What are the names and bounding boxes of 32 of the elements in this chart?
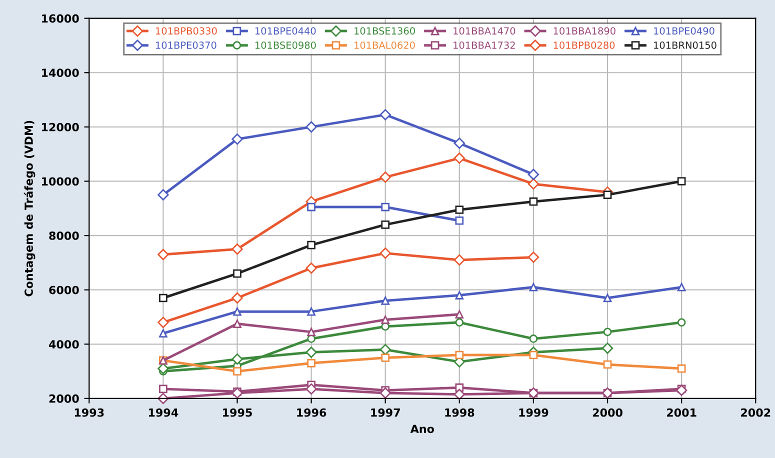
legend-label: 101BPE0370 — [156, 42, 216, 49]
y-tick-label: 14000 — [42, 68, 79, 78]
y-axis-title: Contagem de Tráfego (VDM) — [24, 120, 36, 296]
x-tick-label: 1994 — [148, 408, 178, 417]
y-tick-label: 16000 — [42, 14, 79, 23]
x-tick-label: 2000 — [592, 408, 622, 417]
x-axis-title: Ano — [410, 424, 434, 434]
legend-label: 101BSE1360 — [354, 27, 415, 35]
legend-label: 101BRN0150 — [654, 42, 716, 49]
x-tick-label: 1995 — [223, 408, 252, 417]
x-tick-label: 2001 — [666, 408, 696, 417]
y-tick-label: 2000 — [49, 394, 79, 403]
x-tick-label: 1998 — [445, 408, 474, 417]
x-tick-label: 1993 — [74, 408, 104, 417]
legend-label: 101BAL0620 — [354, 42, 415, 49]
legend-label: 101BBA1732 — [454, 42, 515, 49]
y-tick-label: 10000 — [42, 177, 79, 186]
legend-label: 101BBA1890 — [554, 27, 616, 35]
legend-label: 101BBA1470 — [454, 27, 516, 35]
x-tick-label: 1997 — [371, 408, 400, 417]
y-tick-label: 12000 — [42, 122, 79, 132]
legend-label: 101BPE0440 — [255, 27, 316, 35]
x-tick-label: 1999 — [519, 408, 548, 417]
legend-label: 101BPB0280 — [554, 42, 615, 49]
x-tick-label: 1996 — [297, 408, 326, 417]
y-tick-label: 4000 — [48, 340, 79, 349]
legend-label: 101BPB0330 — [156, 27, 217, 35]
y-tick-label: 8000 — [49, 232, 79, 240]
legend-label: 101BPE0490 — [654, 27, 714, 35]
x-tick-label: 2002 — [741, 408, 770, 417]
legend-label: 101BSE0980 — [255, 42, 316, 49]
y-tick-label: 6000 — [49, 286, 79, 294]
